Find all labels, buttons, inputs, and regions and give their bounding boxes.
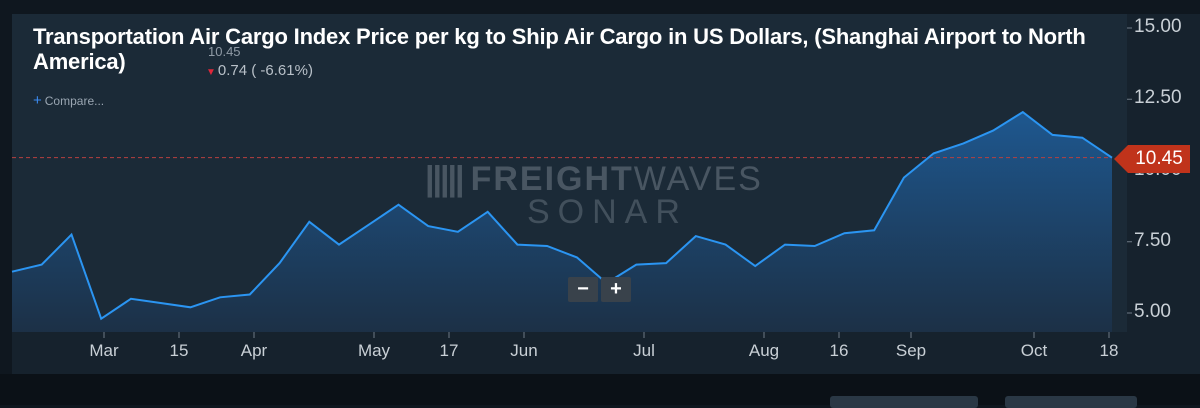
down-arrow-icon: ▼ [206,67,216,78]
x-tick-label: Jun [510,341,538,360]
data-point [961,141,965,145]
data-point [872,228,876,232]
data-point [813,244,817,248]
watermark-logo-icon: ||||| [425,160,465,198]
compare-button[interactable]: + Compare... [33,92,104,109]
data-point [1051,133,1055,137]
data-point [129,297,133,301]
data-point [664,261,668,265]
data-point [634,263,638,267]
y-axis [1127,14,1200,374]
x-tick-label: Mar [89,341,119,360]
data-point [40,263,44,267]
data-point [932,151,936,155]
data-point [545,244,549,248]
y-tick-label: 5.00 [1134,301,1171,322]
compare-label: Compare... [44,94,105,108]
data-point [694,234,698,238]
x-tick-label: Apr [240,341,268,360]
data-point [515,243,519,247]
x-tick-label: Sep [895,341,927,360]
plus-icon: + [33,92,42,109]
watermark-sonar: SONAR [527,193,688,231]
zoom-in-button[interactable]: + [601,277,631,302]
data-point [218,295,222,299]
x-tick-label: Aug [748,341,780,360]
watermark-freightwaves: ||||| FREIGHTWAVES [425,160,763,199]
data-point [10,270,14,274]
data-point [724,243,728,247]
last-value-label: 10.45 [208,44,241,59]
last-value-tag-arrow [1114,145,1128,173]
change-value: 0.74 ( -6.61%) [217,62,313,79]
x-tick-label: Jul [633,341,655,360]
data-point [159,301,163,305]
series-area [12,112,1112,332]
x-tick-label: May [357,341,391,360]
data-point [456,230,460,234]
change-indicator: ▼ 0.74 ( -6.61%) [206,62,313,79]
watermark-brand-bold: FREIGHT [470,160,634,198]
data-point [575,255,579,259]
data-point [902,176,906,180]
data-point [337,243,341,247]
y-tick-label: 15.00 [1134,16,1182,37]
data-point [842,231,846,235]
data-point [307,220,311,224]
data-point [753,264,757,268]
y-tick-label: 12.50 [1134,87,1182,109]
x-tick-label: 17 [439,341,459,360]
data-point [991,129,995,133]
x-tick-label: 18 [1099,341,1119,360]
x-tick-label: Oct [1020,341,1048,360]
zoom-controls: − + [568,277,634,302]
data-point [70,233,74,237]
x-tick-label: 15 [169,341,189,360]
x-tick-label: 16 [829,341,849,360]
series-line [11,110,1113,321]
data-point [188,305,192,309]
data-point [99,317,103,321]
data-point [248,293,252,297]
data-point [397,203,401,207]
x-axis [12,332,1127,374]
watermark-brand-light: WAVES [633,160,763,198]
data-point [486,210,490,214]
data-point [1080,136,1084,140]
data-point [783,243,787,247]
zoom-out-button[interactable]: − [568,277,598,302]
data-point [367,223,371,227]
data-point [426,224,430,228]
chart-title: Transportation Air Cargo Index Price per… [33,24,1086,74]
data-point [1021,110,1025,114]
data-point [278,261,282,265]
y-tick-label: 7.50 [1134,229,1171,251]
last-value-tag: 10.45 [1128,145,1190,173]
